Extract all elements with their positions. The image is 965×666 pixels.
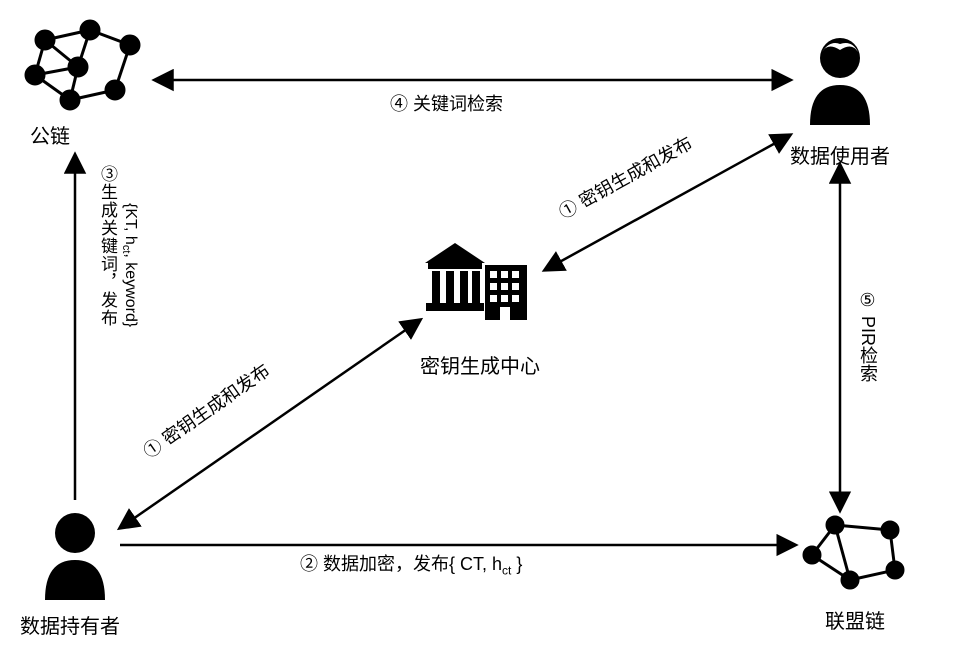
institution-icon — [420, 225, 540, 335]
graph-network-icon — [20, 15, 150, 115]
public-chain-label: 公链 — [30, 120, 70, 149]
consortium-chain-node — [800, 510, 910, 600]
edge-label-4: ④ 关键词检索 — [390, 90, 503, 116]
data-user-label: 数据使用者 — [790, 140, 890, 169]
data-owner-node — [35, 505, 115, 610]
graph-network-icon — [800, 510, 910, 595]
data-user-node — [800, 30, 880, 135]
person-icon — [35, 505, 115, 605]
key-center-label: 密钥生成中心 — [420, 350, 540, 379]
public-chain-node — [20, 15, 150, 120]
edge-label-5: ⑤ PIR检索 — [855, 290, 877, 387]
edge-label-3: ③生成关键词，发布{KT, hct, keyword} — [95, 165, 119, 332]
key-center-node — [420, 225, 540, 340]
person-icon — [800, 30, 880, 130]
edge-label-1-owner: ① 密钥生成和发布 — [138, 357, 275, 464]
consortium-chain-label: 联盟链 — [825, 605, 885, 634]
edge-label-1-user: ① 密钥生成和发布 — [554, 129, 697, 224]
data-owner-label: 数据持有者 — [20, 610, 120, 639]
edge-label-2: ② 数据加密，发布{ CT, hct } — [300, 550, 522, 578]
